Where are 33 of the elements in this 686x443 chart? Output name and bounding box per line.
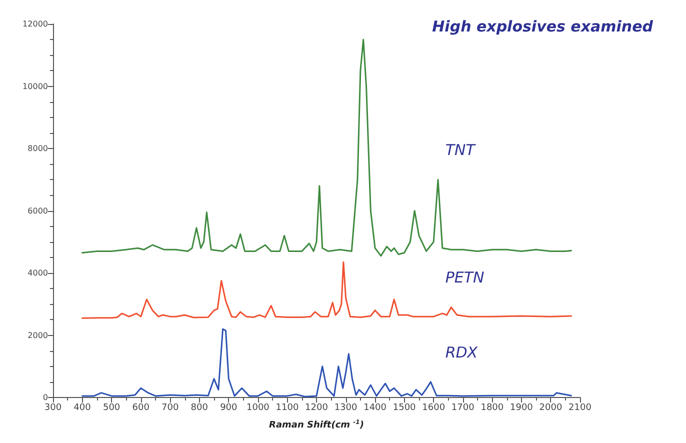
x-tick-label: 2000 [539, 403, 562, 413]
x-tick-label: 800 [190, 403, 208, 413]
x-tick-label: 900 [220, 403, 238, 413]
x-tick-label: 600 [132, 403, 150, 413]
series-label: TNT [445, 141, 477, 160]
line-series [82, 328, 572, 398]
x-tick-label: 300 [44, 403, 62, 413]
x-tick-label: 1500 [392, 403, 416, 413]
series-label: RDX [445, 343, 478, 362]
x-tick-label: 1300 [334, 403, 358, 413]
x-tick-label: 1700 [451, 403, 475, 413]
x-tick-label: 1900 [510, 403, 534, 413]
y-tick-label: 12000 [22, 20, 48, 28]
x-tick-label: 1400 [364, 403, 387, 413]
x-tick-label: 700 [162, 403, 179, 413]
x-tick-label: 400 [74, 403, 92, 413]
x-tick-label: 1000 [246, 403, 270, 413]
y-tick-label: 8000 [28, 144, 48, 153]
y-tick-label: 4000 [28, 268, 48, 278]
y-tick-label: 0 [42, 393, 48, 402]
line-series [82, 38, 572, 257]
chart-title: High explosives examined [432, 18, 654, 36]
line-series [82, 261, 572, 319]
y-tick-label: 6000 [28, 206, 48, 216]
y-tick-label: 10000 [22, 82, 48, 91]
x-tick-label: 1200 [305, 403, 328, 413]
x-tick-label: 2100 [568, 403, 592, 413]
x-tick-label: 1800 [480, 403, 504, 413]
y-tick-label: 2000 [28, 330, 48, 340]
x-tick-label: 1600 [422, 403, 446, 413]
x-tick-label: 1100 [276, 403, 299, 413]
x-tick-label: 500 [102, 403, 120, 413]
series-label: PETN [445, 268, 484, 287]
